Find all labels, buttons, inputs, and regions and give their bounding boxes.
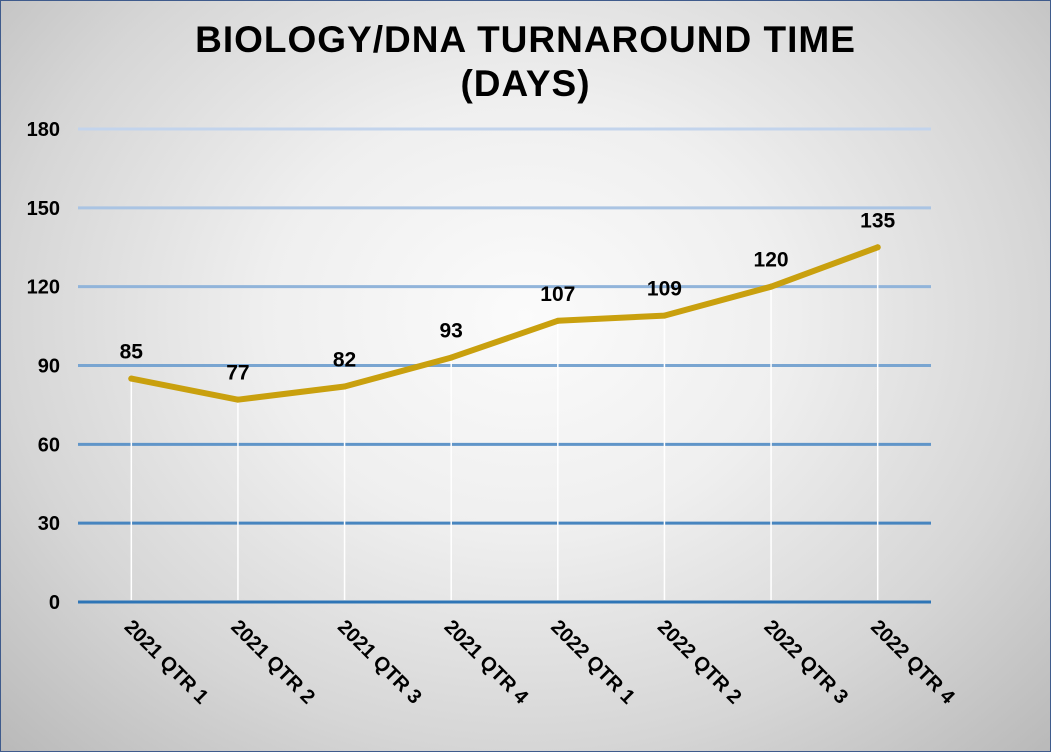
data-label: 77: [226, 362, 249, 385]
series-line: [128, 244, 881, 403]
y-tick-label: 0: [49, 592, 60, 614]
data-point: [128, 375, 135, 382]
y-tick-label: 90: [38, 356, 60, 378]
data-label: 107: [540, 283, 575, 306]
y-tick-label: 150: [27, 198, 60, 220]
x-tick-label: 2021 QTR 1: [120, 616, 213, 709]
data-point: [661, 312, 668, 319]
gridlines: [78, 127, 931, 604]
chart-title: BIOLOGY/DNA TURNAROUND TIME (DAYS): [0, 18, 1051, 106]
data-point: [768, 283, 775, 290]
drop-lines: [130, 247, 879, 600]
x-axis: 2021 QTR 1 2021 QTR 2 2021 QTR 3 2021 QTR 4…: [120, 616, 960, 709]
y-tick-label: 30: [38, 513, 60, 535]
x-tick-label: 2022 QTR 1: [546, 616, 639, 709]
data-label: 135: [860, 209, 895, 232]
data-label: 120: [754, 249, 789, 272]
y-tick-label: 120: [27, 277, 60, 299]
data-label: 82: [333, 349, 356, 372]
chart-title-line-1: BIOLOGY/DNA TURNAROUND TIME: [195, 19, 856, 60]
data-point: [341, 383, 348, 390]
data-point: [234, 396, 241, 403]
data-labels: 85 77 82 93 107 109 120 135: [120, 209, 896, 384]
data-label: 109: [647, 278, 682, 301]
x-tick-label: 2022 QTR 3: [760, 616, 853, 709]
x-tick-label: 2022 QTR 4: [866, 616, 959, 709]
data-point: [448, 354, 455, 361]
x-tick-label: 2021 QTR 4: [440, 616, 533, 709]
y-axis: 0 30 60 90 120 150 180: [27, 119, 60, 614]
x-tick-label: 2022 QTR 2: [653, 616, 746, 709]
data-point: [554, 317, 561, 324]
chart-title-line-2: (DAYS): [460, 63, 591, 104]
data-label: 85: [120, 341, 144, 364]
data-label: 93: [440, 320, 463, 343]
y-tick-label: 60: [38, 434, 60, 456]
data-point: [874, 244, 881, 251]
x-tick-label: 2021 QTR 3: [333, 616, 426, 709]
x-tick-label: 2021 QTR 2: [226, 616, 319, 709]
y-tick-label: 180: [27, 119, 60, 141]
data-line: [128, 244, 881, 403]
